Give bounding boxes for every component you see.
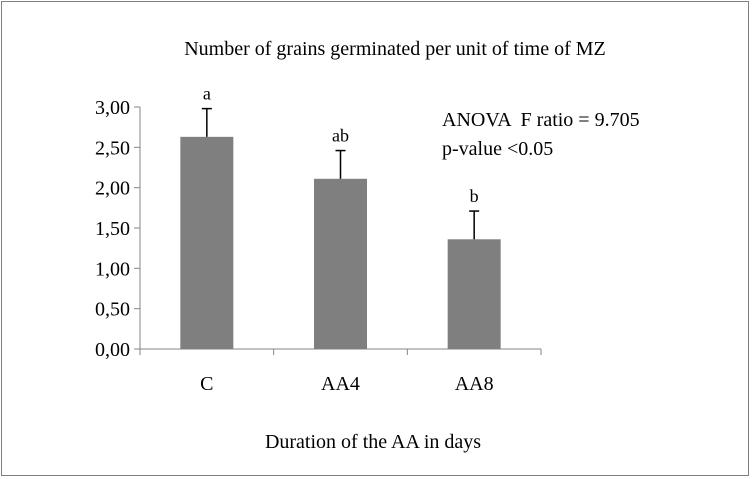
y-tick-label: 1,50 [95,218,130,240]
y-tick-label: 0,00 [95,339,130,361]
p-value-annotation: p-value <0.05 [442,138,553,160]
y-tick-label: 2,00 [95,178,130,200]
y-axis: 0,00 0,50 1,00 1,50 2,00 2,50 3,00 [95,97,141,361]
y-tick-label: 1,00 [95,258,130,280]
y-tick-label: 0,50 [95,299,130,321]
chart-title: Number of grains germinated per unit of … [184,38,606,60]
x-tick-label-aa8: AA8 [455,373,494,395]
y-tick-label: 3,00 [95,97,130,119]
bar-aa4 [314,178,367,349]
anova-annotation: ANOVA F ratio = 9.705 [442,109,640,131]
significance-label-c: a [203,84,211,104]
x-tick-label-c: C [200,373,213,395]
bar-c [180,136,234,349]
bars: a ab b [180,84,501,349]
bar-aa8 [447,239,501,349]
y-tick-label: 2,50 [95,137,130,159]
x-axis: C AA4 AA8 [139,348,542,395]
significance-label-aa8: b [470,186,479,206]
x-tick-label-aa4: AA4 [321,373,360,395]
significance-label-aa4: ab [332,126,349,146]
x-axis-label: Duration of the AA in days [265,431,481,453]
